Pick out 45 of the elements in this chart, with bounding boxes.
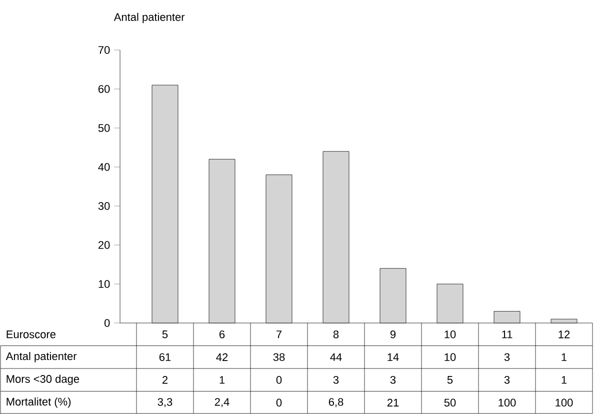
y-tick-label: 0 (104, 319, 110, 327)
y-tick-label: 50 (98, 124, 110, 132)
text: 6,8 (328, 398, 344, 408)
text: Mors <30 dage (6, 374, 80, 386)
text: 3 (390, 376, 396, 384)
x-tick-label: 6 (220, 330, 225, 338)
x-tick-label: 5 (162, 330, 168, 338)
data-label: 3 (504, 353, 510, 362)
text: 3 (333, 376, 339, 384)
data-label: 44 (330, 353, 342, 361)
x-tick-label: 8 (333, 330, 339, 338)
text: 2,4 (214, 398, 230, 408)
text: 0 (276, 398, 282, 407)
text: 3,3 (158, 398, 172, 408)
data-label: 14 (388, 353, 399, 361)
text: 5 (447, 376, 453, 384)
text: 2 (162, 376, 168, 384)
text: 100 (556, 398, 573, 407)
y-tick-label: 10 (98, 280, 110, 288)
text: Mortalitet (%) (6, 398, 71, 408)
text: 1 (562, 376, 567, 384)
text: 21 (387, 398, 399, 406)
data-label: 10 (444, 353, 456, 362)
text: 0 (276, 376, 282, 384)
y-tick-label: 70 (98, 46, 110, 54)
text: Antal patienter (6, 352, 77, 362)
x-tick-label: 10 (444, 330, 456, 338)
text: 50 (444, 398, 456, 407)
data-label: 1 (562, 353, 567, 361)
x-axis-title: Euroscore (6, 330, 56, 338)
y-axis-title: Antal patienter (114, 12, 185, 24)
text: 1 (220, 376, 225, 384)
y-tick-label: 20 (98, 241, 110, 249)
text: 3 (504, 376, 510, 384)
data-label: 38 (273, 353, 285, 362)
data-label: 61 (159, 353, 171, 362)
x-tick-label: 9 (390, 330, 396, 338)
data-label: 42 (216, 353, 228, 361)
y-tick-label: 60 (98, 85, 110, 93)
text: 100 (498, 398, 516, 407)
x-tick-label: 7 (276, 330, 282, 338)
y-tick-label: 40 (98, 163, 110, 171)
y-tick-label: 30 (98, 202, 110, 210)
x-tick-label: 11 (502, 330, 512, 338)
x-tick-label: 12 (558, 330, 570, 338)
